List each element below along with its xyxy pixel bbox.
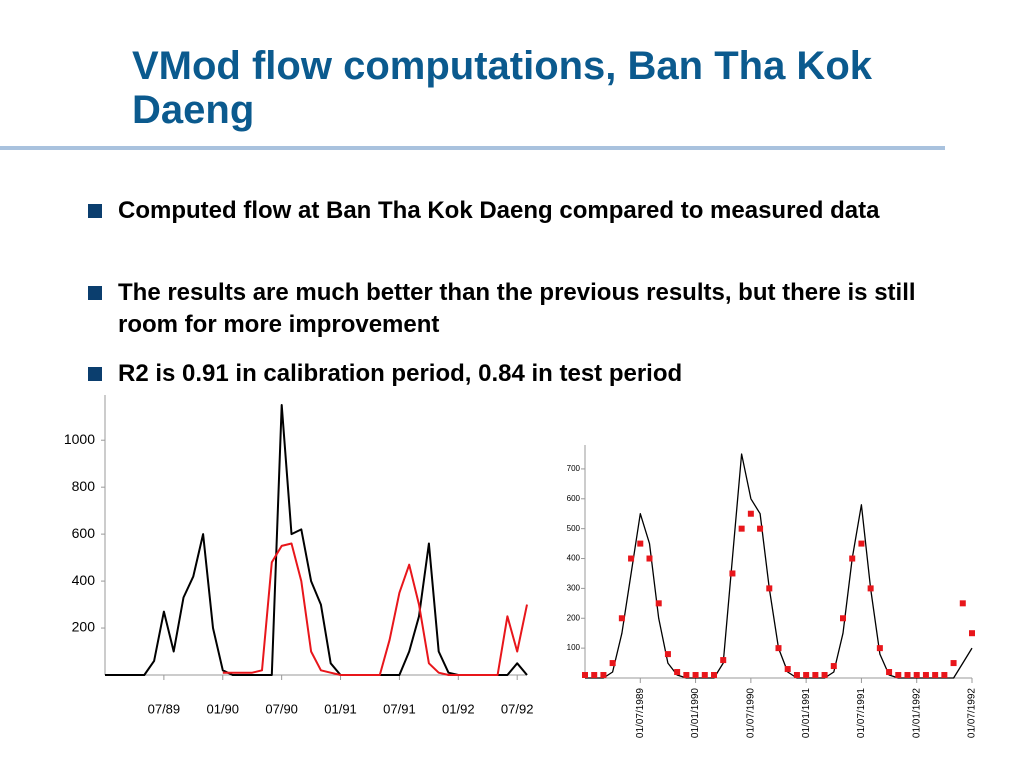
marker — [849, 555, 856, 562]
marker — [895, 672, 902, 679]
marker — [701, 672, 708, 679]
marker — [664, 651, 671, 658]
marker — [609, 660, 616, 667]
marker — [784, 666, 791, 673]
series-line — [222, 542, 528, 676]
y-tick-label: 600 — [72, 525, 96, 541]
x-tick-label: 01/01/1990 — [690, 688, 701, 738]
marker — [637, 540, 644, 547]
marker — [655, 600, 662, 607]
marker — [812, 672, 819, 679]
bullet: R2 is 0.91 in calibration period, 0.84 i… — [88, 358, 918, 390]
marker — [858, 540, 865, 547]
x-tick-label: 01/07/1989 — [635, 688, 646, 738]
bullet: The results are much better than the pre… — [88, 277, 918, 341]
chart-right: 100 200 300 400 500 600 700 01/07/1989 01/01/199… — [567, 445, 978, 738]
marker — [959, 600, 966, 607]
y-tick-label: 600 — [567, 494, 581, 503]
marker — [932, 672, 939, 679]
y-tick-label: 500 — [567, 524, 581, 533]
bullet: Computed flow at Ban Tha Kok Daeng compa… — [88, 195, 918, 227]
marker — [803, 672, 810, 679]
marker — [922, 672, 929, 679]
marker — [757, 525, 764, 532]
x-tick-label: 01/92 — [442, 701, 475, 716]
marker — [913, 672, 920, 679]
marker — [618, 615, 625, 622]
y-tick-label: 100 — [567, 643, 581, 652]
marker — [738, 525, 745, 532]
x-tick-label: 01/07/1990 — [745, 688, 756, 738]
marker — [830, 663, 837, 670]
slide-title: VMod flow computations, Ban Tha Kok Daen… — [132, 44, 872, 132]
y-tick-label: 400 — [72, 572, 96, 588]
marker — [692, 672, 699, 679]
x-tick-label: 01/01/1991 — [801, 688, 812, 738]
marker — [628, 555, 635, 562]
y-tick-label: 800 — [72, 478, 96, 494]
y-tick-label: 1000 — [64, 431, 95, 447]
marker — [876, 645, 883, 652]
x-tick-label: 01/07/1992 — [967, 688, 978, 738]
y-tick-label: 400 — [567, 554, 581, 563]
marker — [969, 630, 975, 637]
marker — [582, 672, 588, 679]
x-tick-label: 07/90 — [265, 701, 298, 716]
marker — [950, 660, 957, 667]
marker — [674, 669, 681, 676]
title-rule — [0, 146, 945, 150]
marker — [904, 672, 911, 679]
marker — [867, 585, 874, 592]
x-tick-label: 07/92 — [501, 701, 534, 716]
marker — [793, 672, 800, 679]
marker — [941, 672, 948, 679]
marker — [821, 672, 828, 679]
chart-left: 200 400 600 800 1000 07/89 01/90 07/90 01/91 07/9… — [64, 395, 534, 716]
marker — [600, 672, 607, 679]
marker — [720, 657, 727, 664]
marker — [646, 555, 653, 562]
marker — [711, 672, 717, 679]
marker — [766, 585, 773, 592]
y-tick-label: 300 — [567, 584, 581, 593]
marker — [729, 570, 736, 577]
y-tick-label: 700 — [567, 464, 581, 473]
x-tick-label: 07/91 — [383, 701, 416, 716]
marker — [591, 672, 598, 679]
series-line — [585, 453, 973, 679]
series-line — [105, 404, 528, 676]
x-tick-label: 07/89 — [148, 701, 181, 716]
marker — [840, 615, 846, 622]
marker — [886, 669, 893, 676]
x-tick-label: 01/91 — [324, 701, 357, 716]
x-tick-label: 01/07/1991 — [856, 688, 867, 738]
x-tick-label: 01/01/1992 — [911, 688, 922, 738]
y-tick-label: 200 — [72, 619, 96, 635]
marker — [747, 510, 754, 517]
marker — [683, 672, 690, 679]
marker — [775, 645, 782, 652]
x-tick-label: 01/90 — [206, 701, 239, 716]
y-tick-label: 200 — [567, 613, 581, 622]
